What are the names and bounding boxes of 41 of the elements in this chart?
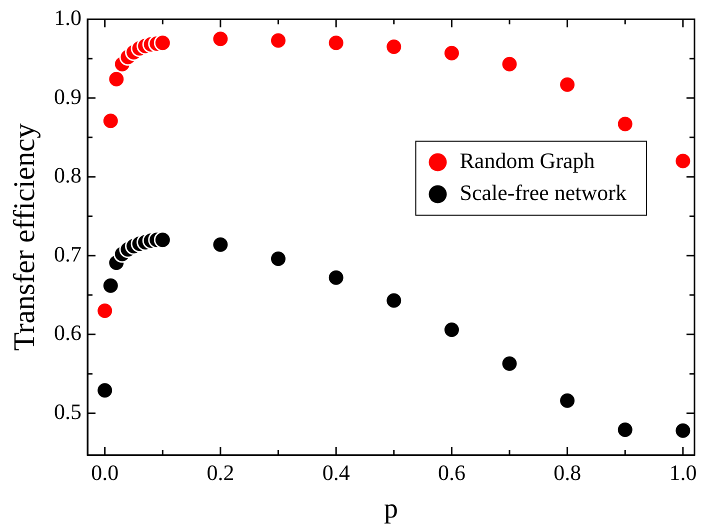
point (442, 44, 460, 62)
legend-label: Scale-free network (460, 180, 627, 206)
legend-label: Random Graph (460, 148, 595, 174)
point (102, 276, 120, 294)
y-tick-label: 0.9 (54, 84, 82, 109)
point (558, 76, 576, 94)
point (327, 268, 345, 286)
point (154, 231, 172, 249)
y-tick-label: 0.6 (54, 320, 82, 346)
point (212, 30, 230, 48)
x-tick-label: 0.6 (438, 460, 466, 485)
point (674, 152, 692, 170)
y-tick-label: 0.8 (54, 162, 82, 188)
y-tick-label: 0.7 (54, 241, 82, 266)
point (96, 302, 114, 320)
y-axis-title: Transfer efficiency (8, 123, 41, 351)
point (154, 34, 172, 52)
point (385, 292, 403, 310)
point (96, 382, 114, 400)
x-tick-label: 0.4 (322, 460, 350, 485)
x-axis-title: p (384, 494, 398, 525)
point (270, 32, 288, 50)
point (442, 320, 460, 338)
x-tick-label: 0.2 (206, 460, 234, 485)
point (616, 115, 634, 133)
point (108, 70, 126, 88)
point (212, 236, 230, 254)
x-tick-label: 1.0 (669, 460, 697, 485)
point (102, 112, 120, 130)
point (270, 250, 288, 268)
point (327, 34, 345, 52)
point (500, 55, 518, 73)
x-tick-label: 0.0 (91, 460, 119, 485)
point (558, 392, 576, 410)
x-tick-label: 0.8 (554, 460, 582, 485)
point (385, 38, 403, 56)
y-tick-label: 0.5 (54, 399, 82, 424)
point (500, 354, 518, 372)
point (674, 422, 692, 440)
point (616, 421, 634, 439)
y-tick-label: 1.0 (54, 4, 82, 30)
